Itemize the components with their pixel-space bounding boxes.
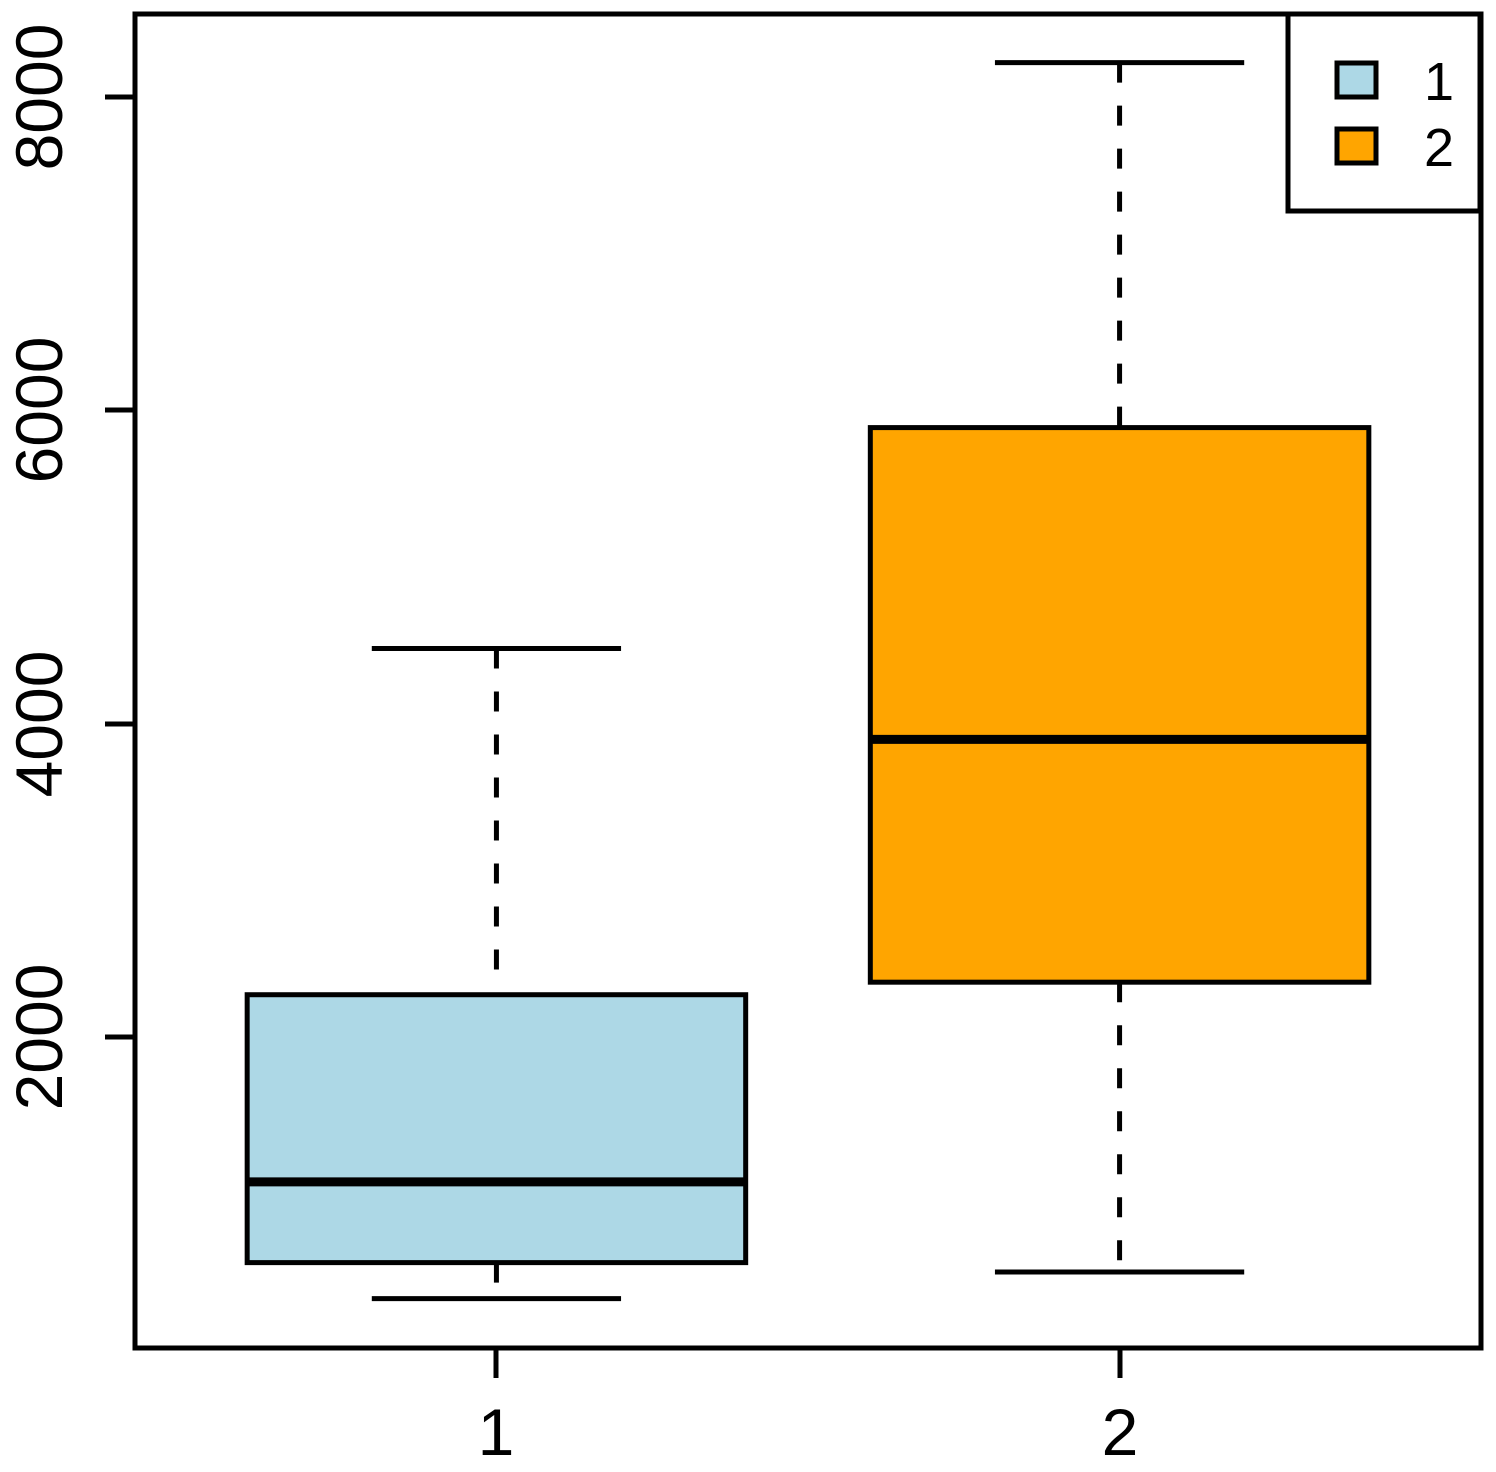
y-tick-label: 8000 xyxy=(2,24,76,171)
legend-box xyxy=(1285,11,1483,214)
y-axis: 2000 4000 6000 8000 xyxy=(2,24,135,1111)
box-group-1 xyxy=(244,645,749,1302)
y-tick-label: 4000 xyxy=(2,651,76,798)
legend: 12 xyxy=(1285,11,1483,214)
legend-label: 1 xyxy=(1424,52,1454,112)
y-tick-label: 6000 xyxy=(2,337,76,484)
boxes-layer xyxy=(244,60,1372,1302)
legend-swatch-2 xyxy=(1334,126,1379,166)
legend-label: 2 xyxy=(1424,118,1454,178)
plot-border xyxy=(132,11,1484,1351)
iqr-box xyxy=(244,992,749,1266)
y-tick-label: 2000 xyxy=(2,964,76,1111)
plot-frame-layer xyxy=(132,11,1484,1351)
box-group-2 xyxy=(867,60,1372,1275)
x-tick-label: 1 xyxy=(478,1395,515,1469)
iqr-box xyxy=(867,425,1372,985)
legend-swatch-1 xyxy=(1334,60,1379,100)
x-tick-label: 2 xyxy=(1102,1395,1139,1469)
